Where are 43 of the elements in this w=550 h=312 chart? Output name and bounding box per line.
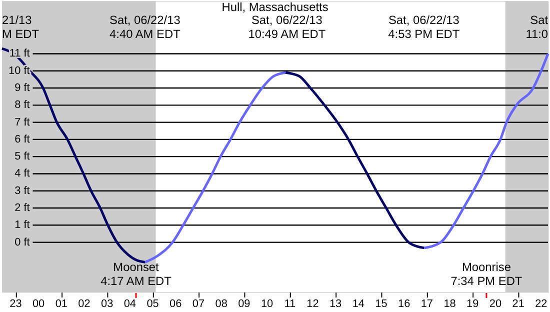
x-tick-label: 04: [124, 298, 136, 310]
x-tick-label: 08: [215, 298, 228, 310]
annotation: Sat, 06/22/13 4:53 PM EDT: [388, 12, 460, 41]
x-tick-label: 12: [306, 298, 319, 310]
x-tick-label: 15: [375, 298, 388, 310]
y-tick-label: 1 ft: [14, 219, 30, 232]
y-tick-label: 10 ft: [8, 64, 30, 77]
x-tick-label: 02: [78, 298, 90, 310]
annotation: Sat, 06/22/13 10:49 AM EDT: [248, 12, 326, 41]
x-tick-label: 16: [398, 298, 410, 310]
x-tick-label: 06: [170, 298, 182, 310]
x-tick-label: 22: [535, 298, 548, 310]
x-tick-label: 13: [329, 298, 342, 310]
y-tick-label: 4 ft: [14, 168, 30, 180]
x-tick-label: 03: [101, 298, 114, 310]
x-tick-label: 18: [444, 298, 456, 310]
annotation: Sat, 06/22/13 4:40 AM EDT: [110, 12, 181, 41]
annotation: Moonrise 7:34 PM EDT: [450, 260, 522, 288]
annotation: 21/13 M EDT: [2, 12, 40, 41]
x-tick-label: 21: [512, 298, 524, 310]
x-tick-label: 07: [192, 298, 205, 310]
x-tick-label: 00: [32, 298, 45, 310]
x-tick-label: 17: [420, 298, 433, 310]
x-tick-label: 20: [489, 298, 502, 310]
annotation: Sat 11:0: [526, 12, 549, 41]
y-tick-label: 3 ft: [14, 184, 30, 197]
x-tick-label: 11: [284, 298, 296, 310]
x-tick-label: 10: [260, 298, 274, 310]
x-tick-label: 05: [146, 298, 159, 310]
x-tick-label: 01: [55, 298, 68, 310]
x-tick-label: 09: [238, 298, 250, 310]
y-tick-label: 7 ft: [14, 116, 30, 128]
x-tick-label: 14: [352, 298, 364, 310]
y-tick-label: 2 ft: [14, 202, 30, 214]
annotation: Moonset 4:17 AM EDT: [100, 260, 172, 288]
y-tick-label: 9 ft: [14, 82, 30, 94]
chart-title: Hull, Massachusetts: [222, 0, 328, 14]
x-tick-label: 19: [466, 298, 479, 310]
y-tick-label: 0 ft: [14, 236, 30, 248]
y-tick-label: 8 ft: [14, 99, 30, 112]
y-tick-label: 5 ft: [14, 150, 30, 163]
x-tick-label: 23: [10, 298, 22, 310]
y-tick-label: 6 ft: [14, 133, 30, 146]
